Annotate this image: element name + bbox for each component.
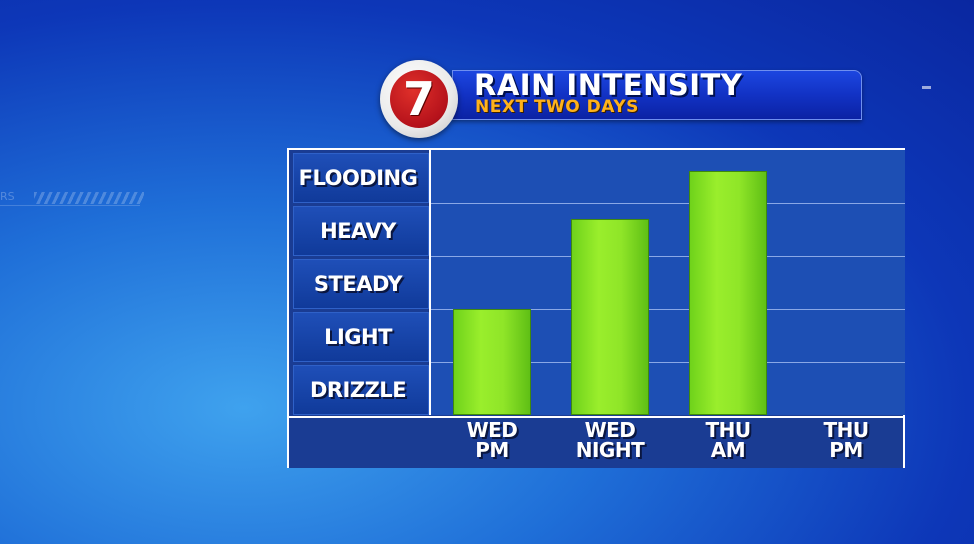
level-label-steady: STEADY <box>313 272 403 296</box>
level-label-drizzle: DRIZZLE <box>309 378 407 402</box>
x-tick-line2: PM <box>829 438 863 462</box>
gridline <box>431 203 905 204</box>
x-tick-label-wed-night: WED NIGHT <box>551 420 669 460</box>
plot-area <box>429 150 905 415</box>
bar-thu-am <box>689 171 767 415</box>
x-tick-line2: PM <box>475 438 509 462</box>
x-tick-line1: WED <box>466 418 518 442</box>
logo-seven-text: 7 <box>402 72 435 126</box>
level-label-heavy: HEAVY <box>320 219 396 243</box>
decor-stripes <box>34 192 144 204</box>
title-banner <box>452 70 862 120</box>
bar-wed-pm <box>453 309 531 415</box>
chart-subtitle: NEXT TWO DAYS <box>475 97 639 117</box>
logo-red-disc: 7 <box>390 70 448 128</box>
level-label-light: LIGHT <box>324 325 392 349</box>
x-axis-row <box>289 416 903 468</box>
x-tick-line1: THU <box>705 418 751 442</box>
level-box-heavy <box>293 206 429 256</box>
chart-title: RAIN INTENSITY <box>474 68 743 102</box>
level-box-light <box>293 312 429 362</box>
station-logo: 7 <box>380 60 458 138</box>
level-box-drizzle <box>293 365 429 415</box>
gridline <box>431 256 905 257</box>
decor-mark <box>922 86 931 89</box>
level-label-flooding: FLOODING <box>298 166 418 190</box>
bar-wed-night <box>571 219 649 415</box>
x-tick-line2: NIGHT <box>575 438 645 462</box>
x-tick-label-thu-pm: THU PM <box>787 420 905 460</box>
decor-text: RS <box>0 190 15 203</box>
gridline <box>431 309 905 310</box>
x-tick-label-wed-pm: WED PM <box>433 420 551 460</box>
decor-line <box>0 205 140 206</box>
x-tick-label-thu-am: THU AM <box>669 420 787 460</box>
gridline <box>431 362 905 363</box>
level-box-steady <box>293 259 429 309</box>
x-tick-line2: AM <box>710 438 746 462</box>
chart-panel: FLOODING HEAVY STEADY LIGHT DRIZZLE WED PM WED N… <box>287 148 905 468</box>
x-tick-line1: THU <box>823 418 869 442</box>
level-box-flooding <box>293 153 429 203</box>
x-tick-line1: WED <box>584 418 636 442</box>
